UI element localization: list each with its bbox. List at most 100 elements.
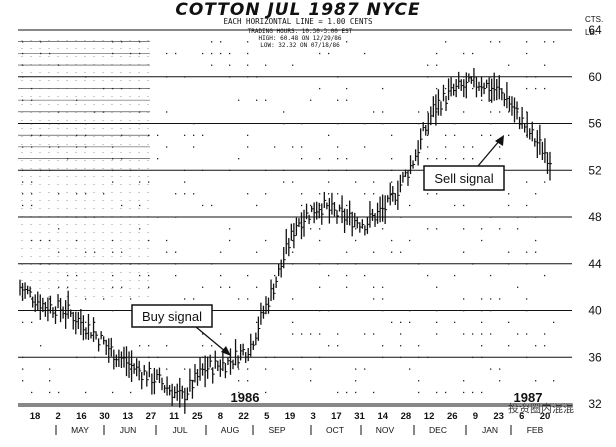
x-date-label: 9 [473,411,478,422]
y-tick-label: 64 [588,23,602,37]
grid-dot [40,53,41,54]
grid-dot [265,65,266,66]
grid-dot [283,181,284,182]
grid-dot [490,217,491,218]
grid-dot [382,287,383,288]
grid-dot [256,252,257,253]
grid-dot [337,345,338,346]
grid-dot [463,298,464,299]
grid-dot [301,123,302,124]
grid-dot [391,193,392,194]
grid-dot [292,263,293,264]
grid-dot [436,287,437,288]
grid-dot [346,287,347,288]
grid-dot [229,76,230,77]
grid-dot [31,181,32,182]
grid-dot [85,252,86,253]
x-date-label: 14 [377,411,388,422]
grid-dot [391,158,392,159]
grid-dot [319,240,320,241]
grid-dot [211,65,212,66]
grid-dot [346,275,347,276]
grid-dot [238,100,239,101]
grid-dot [454,205,455,206]
grid-dot [436,193,437,194]
grid-dot [472,357,473,358]
grid-dot [184,135,185,136]
x-month-label: DEC [429,425,447,435]
grid-dot [319,193,320,194]
grid-dot [355,181,356,182]
grid-dot [247,41,248,42]
grid-dot [76,146,77,147]
grid-dot [256,205,257,206]
grid-dot [67,275,68,276]
grid-dot [427,193,428,194]
grid-dot [490,76,491,77]
grid-dot [355,228,356,229]
grid-dot [256,322,257,323]
grid-dot [148,275,149,276]
grid-dot [400,252,401,253]
grid-dot [508,205,509,206]
grid-dot [391,135,392,136]
grid-dot [481,357,482,358]
grid-dot [490,298,491,299]
grid-dot [337,263,338,264]
grid-dot [553,380,554,381]
grid-dot [103,298,104,299]
grid-dot [139,345,140,346]
grid-dot [418,263,419,264]
grid-dot [535,240,536,241]
grid-dot [508,193,509,194]
grid-dot [472,158,473,159]
grid-dot [544,41,545,42]
grid-dot [346,170,347,171]
grid-dot [283,123,284,124]
grid-dot [427,146,428,147]
grid-dot [166,345,167,346]
grid-dot [139,275,140,276]
grid-dot [292,368,293,369]
grid-dot [337,123,338,124]
grid-dot [508,252,509,253]
grid-dot [112,181,113,182]
grid-dot [31,100,32,101]
grid-dot [382,88,383,89]
grid-dot [112,310,113,311]
grid-dot [544,333,545,334]
grid-dot [76,357,77,358]
watermark: 投资圈内混混 [508,401,574,415]
grid-dot [121,135,122,136]
grid-dot [202,287,203,288]
grid-dot [328,181,329,182]
chart-info-line-0: TRADING HOURS: 10:30-3:00 EST [248,28,353,35]
grid-dot [112,287,113,288]
grid-dot [22,368,23,369]
x-date-label: 30 [99,411,110,422]
grid-dot [355,263,356,264]
grid-dot [319,333,320,334]
grid-dot [220,275,221,276]
grid-dot [319,357,320,358]
grid-dot [49,53,50,54]
x-date-label: 23 [493,411,504,422]
grid-dot [265,193,266,194]
grid-dot [535,193,536,194]
grid-dot [400,357,401,358]
grid-dot [391,322,392,323]
grid-dot [328,170,329,171]
grid-dot [409,322,410,323]
grid-dot [373,333,374,334]
grid-dot [247,380,248,381]
grid-dot [274,357,275,358]
grid-dot [418,123,419,124]
grid-dot [112,41,113,42]
grid-dot [373,392,374,393]
grid-dot [535,76,536,77]
grid-dot [490,333,491,334]
x-date-label: 28 [401,411,412,422]
grid-dot [337,392,338,393]
grid-dot [346,41,347,42]
grid-dot [481,310,482,311]
